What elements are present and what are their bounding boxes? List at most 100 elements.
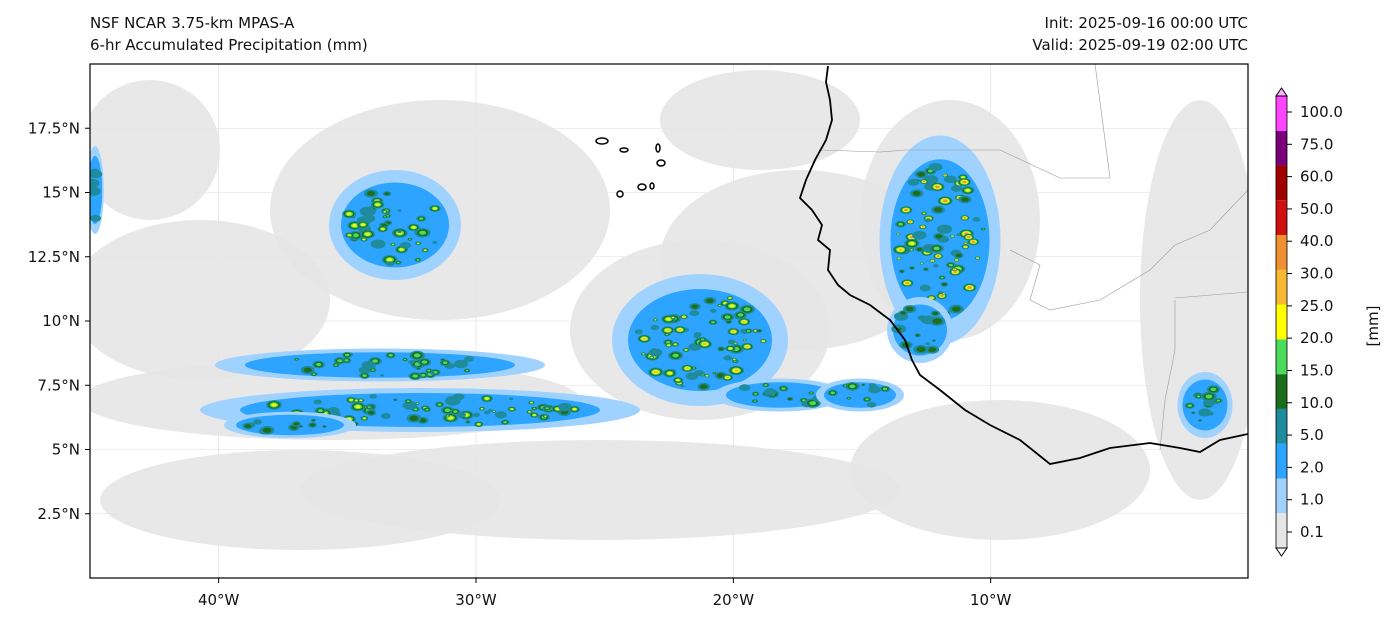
precip-cell [380, 374, 385, 377]
precip-cell [1191, 412, 1195, 414]
colorbar-tick-label: 40.0 [1300, 232, 1333, 250]
precip-cell [915, 334, 920, 337]
colorbar-segment [1276, 235, 1287, 270]
precip-cell [962, 181, 966, 183]
precip-cell [545, 407, 549, 410]
precip-cell [363, 417, 366, 420]
precip-cell [446, 415, 449, 417]
precip-cell [809, 401, 817, 406]
precipitation-field [90, 70, 1248, 550]
precip-cell [384, 192, 390, 196]
precip-cell [359, 399, 363, 402]
precip-cell [940, 276, 944, 279]
precip-cell [392, 243, 394, 245]
precip-cell [907, 178, 920, 186]
precip-cell [693, 332, 702, 337]
precip-cell [961, 197, 969, 202]
precip-cell [396, 261, 400, 264]
precip-cell [950, 185, 963, 192]
precip-cell [642, 337, 647, 340]
colorbar-segment [1276, 200, 1287, 236]
precip-cell [666, 317, 671, 321]
lon-tick-label: 10°W [970, 591, 1012, 609]
precip-cell [90, 178, 100, 188]
precip-cell [375, 203, 380, 206]
precip-cell [685, 367, 690, 370]
precip-cell [982, 228, 985, 230]
precip-cell [1210, 387, 1217, 392]
precip-cell [464, 357, 471, 362]
precip-cell [866, 401, 877, 408]
precip-cell [932, 311, 939, 316]
precip-cell [729, 297, 731, 299]
precip-cell [743, 339, 746, 341]
precip-cell [383, 216, 387, 218]
precip-cell [367, 406, 371, 409]
colorbar-segment [1276, 339, 1287, 375]
precip-cell [904, 209, 908, 211]
precip-cell [368, 410, 375, 415]
precip-cell [935, 185, 939, 188]
precip-cell [365, 232, 371, 236]
precip-area [850, 400, 1150, 540]
precip-cell [323, 425, 326, 428]
precip-cell [972, 241, 975, 243]
precip-cell [355, 399, 358, 402]
precip-cell [737, 313, 744, 317]
precip-cell [921, 226, 924, 228]
precip-cell [311, 419, 315, 422]
colorbar-segment [1276, 130, 1287, 166]
precip-cell [420, 373, 426, 377]
precip-cell [684, 349, 688, 351]
precip-cell [299, 425, 303, 428]
colorbar-label: [mm] [1364, 306, 1382, 347]
precip-cell [654, 319, 657, 321]
precip-cell [937, 255, 940, 257]
precip-cell [408, 238, 412, 240]
precip-cell [488, 408, 493, 412]
precip-cell [745, 345, 749, 348]
precip-cell [402, 401, 418, 410]
precip-cell [964, 246, 967, 248]
precip-cell [480, 408, 484, 410]
precip-cell [967, 236, 970, 238]
precip-cell [706, 375, 708, 377]
lat-tick-label: 10°N [42, 312, 80, 330]
precip-cell [642, 353, 645, 355]
precip-cell [1198, 408, 1212, 417]
valid-time: Valid: 2025-09-19 02:00 UTC [1032, 36, 1248, 54]
precip-cell [672, 317, 674, 318]
precip-cell [369, 394, 377, 399]
colorbar-tick-label: 75.0 [1300, 135, 1333, 153]
precip-cell [532, 414, 536, 416]
precip-cell [650, 324, 660, 331]
precip-cell [293, 422, 300, 426]
precip-cell [318, 409, 323, 413]
precip-cell [484, 397, 489, 400]
precip-cell [253, 419, 262, 425]
precip-cell [972, 217, 981, 222]
precip-cell [917, 315, 927, 321]
precip-cell [912, 191, 921, 196]
precip-cell [466, 421, 470, 423]
precip-cell [917, 172, 926, 177]
precip-cell [361, 360, 376, 370]
precip-cell [271, 403, 277, 407]
precip-cell [963, 217, 966, 219]
precip-cell [1216, 399, 1221, 402]
precip-cell [898, 258, 900, 259]
precip-cell [699, 384, 708, 389]
precip-cell [905, 306, 914, 312]
precip-cell [953, 271, 957, 273]
precip-cell [421, 360, 428, 364]
colorbar-tick-label: 30.0 [1300, 265, 1333, 283]
precip-cell [680, 384, 685, 388]
colorbar-tick-label: 100.0 [1300, 103, 1343, 121]
precip-cell [362, 238, 366, 241]
precip-cell [411, 226, 416, 229]
lat-tick-label: 15°N [42, 184, 80, 202]
colorbar-segment [1276, 408, 1287, 444]
precip-cell [444, 396, 461, 406]
precip-cell [944, 174, 946, 176]
precip-cell [809, 392, 813, 394]
